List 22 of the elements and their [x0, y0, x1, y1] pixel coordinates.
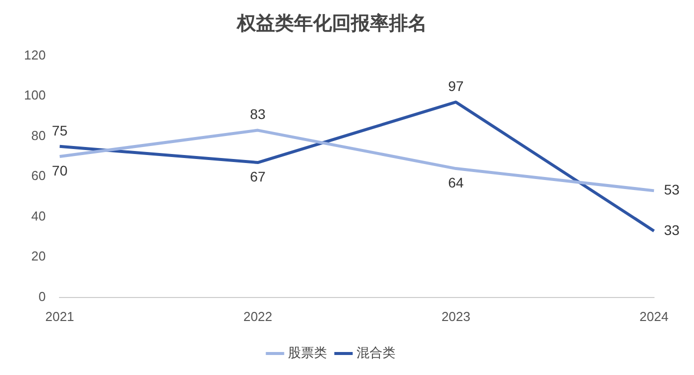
x-tick-label: 2022 — [243, 308, 272, 324]
y-tick-label: 100 — [24, 88, 46, 103]
y-tick-label: 0 — [38, 288, 46, 304]
data-label: 33 — [664, 222, 680, 238]
data-label: 67 — [250, 168, 266, 184]
y-tick-label: 20 — [31, 248, 46, 264]
x-tick-label: 2021 — [45, 308, 74, 324]
y-tick-label: 120 — [24, 47, 46, 62]
x-tick-label: 2023 — [441, 308, 470, 324]
chart-title: 权益类年化回报率排名 — [236, 12, 427, 34]
data-label: 83 — [250, 106, 266, 122]
data-label: 97 — [448, 78, 464, 94]
x-tick-label: 2024 — [640, 308, 668, 324]
data-label: 53 — [664, 182, 680, 198]
legend-label: 股票类 — [288, 346, 327, 361]
y-tick-label: 80 — [31, 128, 46, 143]
y-tick-label: 40 — [31, 208, 46, 224]
legend-label: 混合类 — [356, 346, 396, 361]
data-label: 64 — [448, 174, 464, 190]
data-label: 70 — [52, 162, 68, 178]
data-label: 75 — [52, 122, 68, 138]
y-tick-label: 60 — [31, 168, 46, 184]
